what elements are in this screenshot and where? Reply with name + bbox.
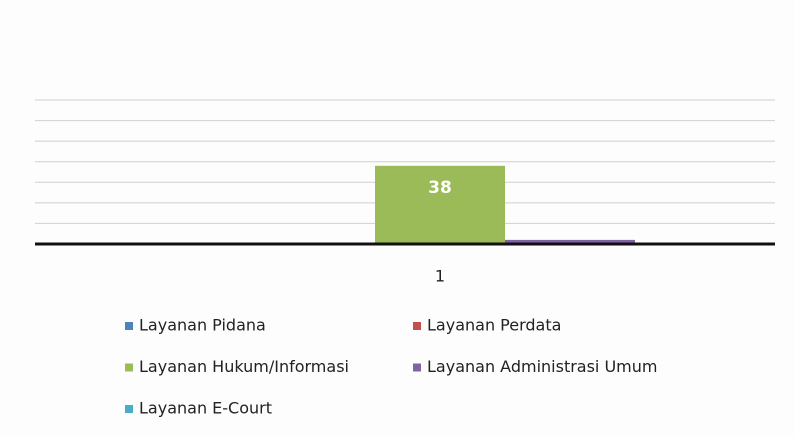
legend-label: Layanan E-Court xyxy=(139,399,272,418)
data-label: 38 xyxy=(428,178,452,198)
bar xyxy=(505,239,635,244)
bar xyxy=(375,165,505,244)
legend-swatch xyxy=(125,363,133,372)
legend-swatch xyxy=(413,322,421,330)
legend-label: Layanan Perdata xyxy=(427,316,561,335)
legend-swatch xyxy=(413,363,421,372)
legend-swatch xyxy=(125,322,133,330)
x-tick-label: 1 xyxy=(435,267,445,286)
legend-label: Layanan Administrasi Umum xyxy=(427,357,657,376)
legend-label: Layanan Hukum/Informasi xyxy=(139,357,349,376)
legend-swatch xyxy=(125,405,133,413)
legend-label: Layanan Pidana xyxy=(139,316,266,335)
